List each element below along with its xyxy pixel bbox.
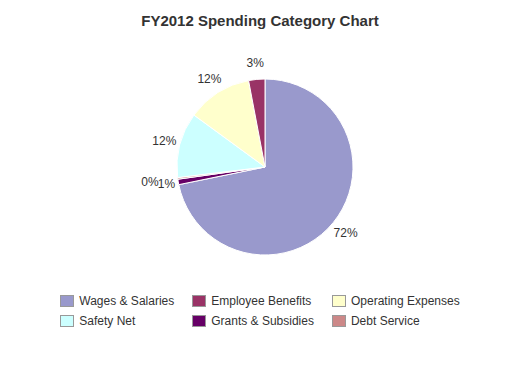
svg-text:12%: 12%	[197, 72, 221, 86]
html-text:Debt Service: Debt Service	[351, 314, 420, 328]
html-text:Grants & Subsidies: Grants & Subsidies	[211, 314, 314, 328]
svg-text:12%: 12%	[152, 134, 176, 148]
svg-text:72%: 72%	[334, 226, 358, 240]
svg-text:3%: 3%	[247, 56, 265, 70]
html-text:FY2012 Spending Category Chart: FY2012 Spending Category Chart	[141, 12, 379, 29]
html-text:Operating Expenses: Operating Expenses	[351, 294, 460, 308]
svg-text:1%: 1%	[158, 177, 176, 191]
html-text:Employee Benefits: Employee Benefits	[211, 294, 312, 308]
html-text:Wages & Salaries: Wages & Salaries	[79, 294, 175, 308]
html-text:Safety Net: Safety Net	[79, 314, 136, 328]
svg-text:0%: 0%	[141, 175, 159, 189]
